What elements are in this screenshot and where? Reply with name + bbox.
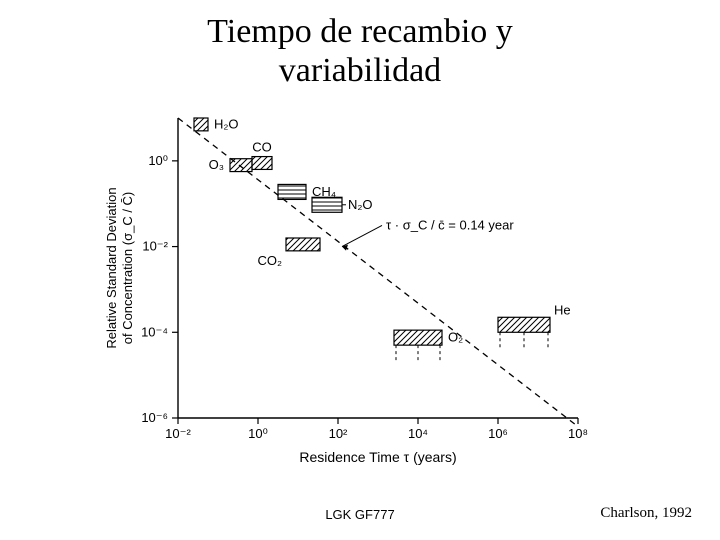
svg-text:CH₄: CH₄ <box>312 184 336 199</box>
svg-text:10⁰: 10⁰ <box>148 153 168 168</box>
svg-text:O₂: O₂ <box>448 330 463 345</box>
svg-text:10²: 10² <box>329 426 348 441</box>
footer-citation: Charlson, 1992 <box>600 505 692 522</box>
slide-title: Tiempo de recambio y variabilidad <box>0 12 720 90</box>
svg-text:CO: CO <box>252 140 272 155</box>
svg-text:τ · σ_C / c̄ = 0.14 year: τ · σ_C / c̄ = 0.14 year <box>386 217 514 232</box>
title-line-2: variabilidad <box>279 52 441 89</box>
svg-text:Residence Time τ (years): Residence Time τ (years) <box>299 449 456 465</box>
svg-text:He: He <box>554 302 571 317</box>
svg-text:10⁰: 10⁰ <box>248 426 268 441</box>
svg-text:10⁶: 10⁶ <box>488 426 508 441</box>
svg-text:CO₂: CO₂ <box>257 253 282 268</box>
slide: Tiempo de recambio y variabilidad 10⁻²10… <box>0 0 720 540</box>
svg-text:N₂O: N₂O <box>348 197 373 212</box>
svg-text:H₂O: H₂O <box>214 116 239 131</box>
svg-text:10⁻⁴: 10⁻⁴ <box>141 324 168 339</box>
residence-time-chart: 10⁻² 10⁰ 10² 10⁴ 10⁶ 10⁸ 10⁻⁶ 10⁻⁴ 10⁻² 10⁰ Reside… <box>90 100 630 470</box>
svg-text:10⁻²: 10⁻² <box>165 426 191 441</box>
svg-text:10⁸: 10⁸ <box>568 426 588 441</box>
title-line-1: Tiempo de recambio y <box>207 13 513 50</box>
svg-text:of Concentration (σ_C / C̄): of Concentration (σ_C / C̄) <box>120 192 135 345</box>
svg-text:10⁴: 10⁴ <box>408 426 428 441</box>
svg-text:O₃: O₃ <box>209 157 224 172</box>
chart-container: 10⁻² 10⁰ 10² 10⁴ 10⁶ 10⁸ 10⁻⁶ 10⁻⁴ 10⁻² 10⁰ Reside… <box>90 100 630 470</box>
svg-text:Relative Standard Deviation: Relative Standard Deviation <box>104 187 119 348</box>
svg-text:10⁻⁶: 10⁻⁶ <box>141 410 168 425</box>
svg-text:10⁻²: 10⁻² <box>142 239 168 254</box>
